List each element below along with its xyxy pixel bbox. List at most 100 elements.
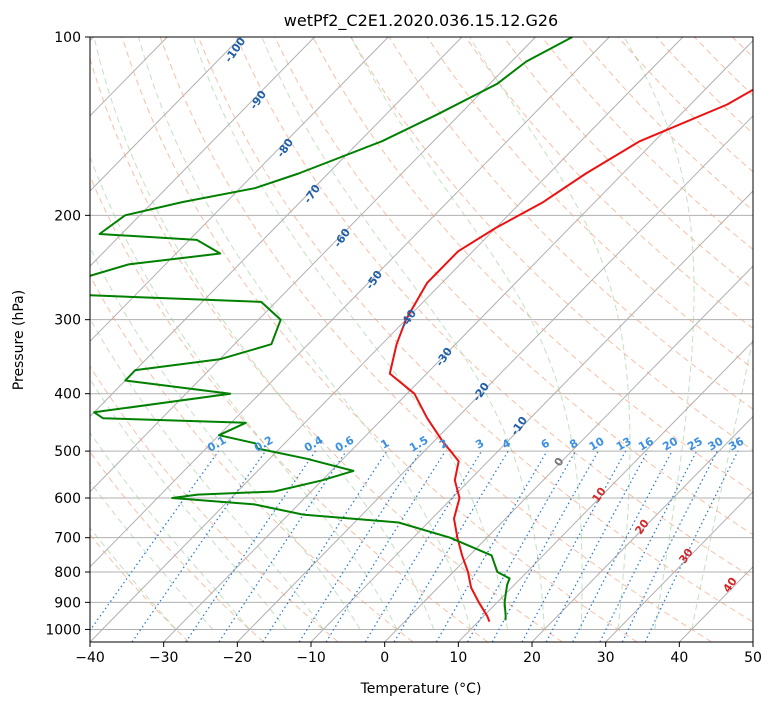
isotherm-gridline [90, 37, 463, 418]
x-tick-label: 10 [449, 650, 467, 666]
isotherm-gridline [90, 37, 536, 493]
dry-adiabat [312, 37, 753, 493]
y-tick-label: 400 [54, 387, 81, 403]
y-tick-label: 900 [54, 595, 81, 611]
x-tick-label: 50 [744, 650, 762, 666]
x-tick-label: −30 [149, 650, 179, 666]
mixing-ratio-line [262, 450, 388, 642]
dry-adiabat-label: -80 [274, 136, 296, 160]
moist-adiabat [90, 431, 250, 630]
dry-adiabat [617, 37, 753, 173]
dry-adiabat [121, 37, 638, 642]
moist-adiabat [623, 37, 695, 630]
mixing-ratio-line [545, 450, 649, 642]
y-tick-label: 500 [54, 444, 81, 460]
sounding-profiles [90, 37, 753, 622]
dry-adiabat [197, 37, 753, 623]
y-tick-label: 700 [54, 531, 81, 547]
dry-adiabat-label: -90 [247, 88, 269, 112]
isotherm-gridline [605, 490, 753, 642]
y-tick-label: 300 [54, 313, 81, 329]
moist-adiabat [469, 37, 631, 630]
isotherm-gridline [90, 37, 610, 568]
mixing-ratio-line [599, 450, 698, 642]
dry-adiabat-label: 30 [676, 546, 696, 566]
y-axis: 100 200 300 400 500 600 700 800 900 1000 [45, 30, 90, 638]
dry-adiabat-label: -100 [222, 35, 249, 65]
mixing-ratio-line [572, 450, 673, 642]
isotherm-gridline [90, 37, 684, 642]
mixing-ratio-line [491, 450, 599, 642]
dry-adiabat-label: 40 [720, 575, 740, 595]
moist-adiabat [90, 527, 177, 630]
isotherm-gridline [90, 37, 315, 267]
isotherm-gridline [384, 265, 753, 642]
moist-adiabat [138, 37, 472, 630]
dry-adiabat [90, 175, 488, 642]
x-tick-label: 20 [523, 650, 541, 666]
dry-adiabat-label: -60 [331, 226, 353, 250]
dry-adiabat [90, 274, 414, 642]
dry-adiabat [90, 533, 190, 642]
mixing-ratio-line [521, 450, 627, 642]
mixing-ratio-line [185, 450, 316, 642]
dry-adiabat [426, 37, 753, 370]
dry-adiabat [503, 37, 753, 290]
isotherm-gridline [310, 190, 753, 642]
isotherm-gridline [236, 115, 753, 642]
x-tick-label: 40 [670, 650, 688, 666]
y-tick-label: 1000 [45, 622, 81, 638]
mixing-ratio-line [298, 450, 422, 642]
x-axis: −40 −30 −20 −10 0 10 20 30 40 50 [75, 642, 762, 666]
isotherm-gridline [531, 415, 753, 642]
x-tick-label: −40 [75, 650, 105, 666]
mixing-ratio-line [435, 450, 548, 642]
dry-adiabat [388, 37, 753, 410]
x-tick-label: −20 [223, 650, 253, 666]
dry-adiabat-label: 0 [552, 455, 567, 469]
x-tick-label: 0 [380, 650, 389, 666]
moist-adiabat [90, 480, 214, 630]
x-tick-label: 30 [597, 650, 615, 666]
moist-adiabat [192, 37, 508, 630]
dry-adiabat [159, 37, 712, 642]
x-axis-title: Temperature (°C) [360, 681, 482, 697]
mixing-ratio-line [90, 450, 220, 632]
dry-adiabat [350, 37, 753, 451]
dry-adiabat [236, 37, 753, 579]
moist-adiabat [261, 37, 545, 630]
dry-adiabat-label: 10 [589, 485, 609, 505]
isotherm-gridline [163, 39, 753, 642]
dry-adiabat-label: -70 [301, 182, 323, 206]
isotherm-gridline [457, 340, 753, 642]
y-tick-label: 800 [54, 565, 81, 581]
y-tick-label: 600 [54, 491, 81, 507]
dry-adiabat-label: -50 [363, 268, 385, 292]
moist-adiabat [350, 37, 583, 630]
dry-adiabat [90, 56, 563, 642]
y-tick-label: 200 [54, 208, 81, 224]
dewpoint-profile-line [90, 37, 573, 621]
y-tick-label: 100 [54, 30, 81, 46]
dry-adiabat [694, 37, 753, 96]
dry-adiabat-label: -20 [470, 380, 492, 404]
moist-adiabat [691, 335, 753, 630]
mixing-ratio-line [644, 450, 739, 642]
mixing-ratio-line [131, 450, 266, 642]
y-axis-title: Pressure (hPa) [11, 290, 27, 390]
isotherm-gridline [678, 566, 753, 642]
isotherm-gridline [90, 37, 389, 343]
dry-adiabat-label: -10 [508, 414, 530, 438]
dry-adiabat [274, 37, 753, 536]
mixing-ratio-label: 6 [539, 436, 552, 451]
x-tick-label: −10 [296, 650, 326, 666]
mixing-ratio-line [218, 450, 347, 642]
dry-adiabat [579, 37, 753, 212]
isotherm-gridline [90, 37, 242, 192]
dry-adiabat-label: -40 [397, 307, 419, 331]
dry-adiabat [90, 451, 264, 642]
chart-title: wetPf2_C2E1.2020.036.15.12.G26 [284, 11, 558, 31]
moist-adiabat [93, 37, 435, 630]
dry-adiabat [732, 37, 753, 58]
